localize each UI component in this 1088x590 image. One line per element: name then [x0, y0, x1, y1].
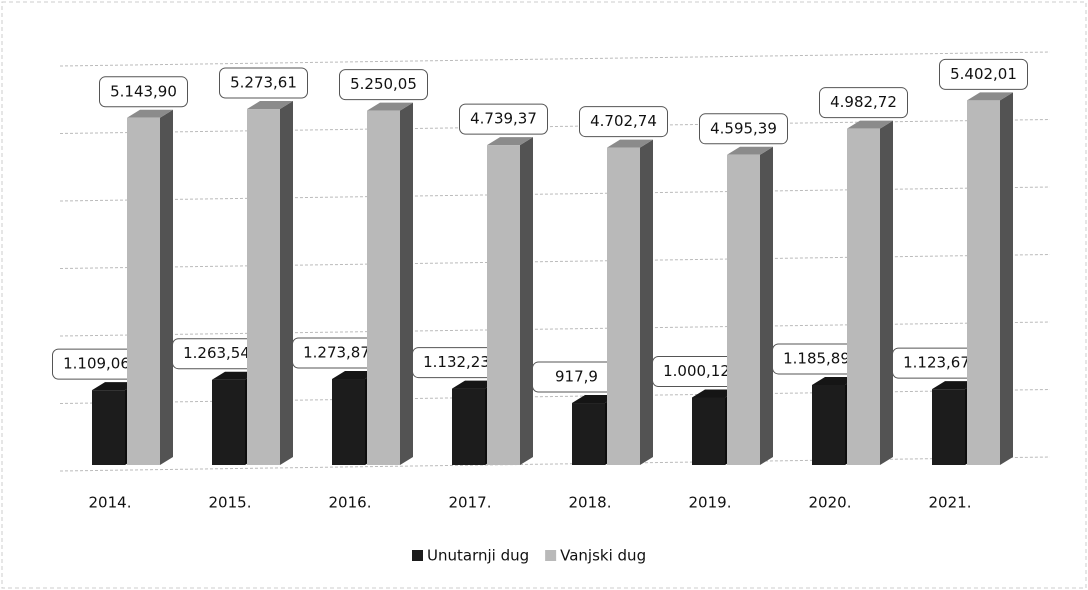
bar-top	[692, 389, 738, 398]
value-label-box	[699, 113, 788, 145]
bar-side	[400, 102, 413, 465]
value-label-box	[819, 87, 908, 119]
bar	[967, 92, 1013, 466]
bar-top	[847, 120, 893, 129]
bar-front	[127, 117, 160, 466]
bar-side	[640, 139, 653, 465]
bar-top	[812, 376, 858, 385]
x-tick-label: 2015.	[209, 494, 252, 512]
bar-front	[212, 379, 245, 465]
x-tick-label: 2017.	[449, 494, 492, 512]
bar-front	[692, 397, 725, 465]
value-label: 4.702,74	[590, 112, 657, 130]
value-label: 1.132,23	[423, 353, 490, 371]
bar-side	[280, 101, 293, 466]
legend-label: Vanjski dug	[560, 547, 646, 565]
value-label: 4.739,37	[470, 110, 537, 128]
bar-front	[812, 384, 845, 465]
bar	[367, 102, 413, 465]
bar-top	[92, 382, 138, 391]
value-label: 5.250,05	[350, 75, 417, 93]
bar	[727, 146, 773, 466]
value-label-box	[99, 76, 188, 108]
bar-front	[367, 110, 400, 465]
bar-side	[1000, 92, 1013, 466]
bar-front	[572, 403, 605, 465]
bar-top	[332, 371, 378, 380]
bar	[607, 139, 653, 465]
bar-front	[487, 145, 520, 465]
value-label-box	[939, 58, 1028, 90]
value-label-box	[459, 103, 548, 135]
value-label: 1.263,54	[183, 344, 250, 362]
legend-swatch	[412, 550, 423, 561]
bar-top	[367, 102, 413, 111]
value-label: 917,9	[555, 368, 598, 386]
x-tick-label: 2021.	[929, 494, 972, 512]
value-label-box	[579, 106, 668, 138]
value-label: 1.109,06	[63, 355, 130, 373]
bar	[487, 137, 533, 465]
value-label: 4.982,72	[830, 93, 897, 111]
bar-front	[92, 390, 125, 465]
bar-top	[727, 146, 773, 155]
grid-line	[59, 254, 1051, 269]
value-label: 1.123,67	[903, 354, 970, 372]
grid-line	[59, 119, 1051, 134]
value-label: 5.402,01	[950, 65, 1017, 83]
grid-line	[59, 321, 1051, 337]
value-label-box	[339, 69, 428, 101]
x-tick-label: 2019.	[689, 494, 732, 512]
bar-top	[247, 101, 293, 110]
value-label: 1.185,89	[783, 349, 850, 367]
legend-label: Unutarnji dug	[427, 547, 529, 565]
value-label: 5.273,61	[230, 74, 297, 92]
bar-top	[967, 92, 1013, 101]
bar-top	[487, 137, 533, 146]
bar-top	[452, 380, 498, 389]
bar-side	[160, 109, 173, 466]
bar-top	[932, 381, 978, 390]
bar-front	[847, 128, 880, 466]
bar-side	[880, 120, 893, 466]
value-label-box	[219, 67, 308, 99]
bar-front	[247, 109, 280, 466]
x-tick-label: 2016.	[329, 494, 372, 512]
x-tick-label: 2020.	[809, 494, 852, 512]
grid-line	[59, 51, 1051, 67]
grid-line	[59, 456, 1051, 472]
bar	[847, 120, 893, 466]
x-tick-label: 2018.	[569, 494, 612, 512]
value-label: 4.595,39	[710, 119, 777, 137]
legend-swatch	[545, 550, 557, 561]
bar-front	[332, 379, 365, 465]
grid-line	[59, 186, 1051, 202]
bar-front	[607, 147, 640, 465]
bar-top	[572, 395, 618, 404]
bar-front	[932, 389, 965, 465]
bar-side	[520, 137, 533, 465]
bar-front	[967, 100, 1000, 466]
x-tick-label: 2014.	[89, 494, 132, 512]
value-label: 5.143,90	[110, 82, 177, 100]
bar-top	[607, 139, 653, 148]
bar-front	[727, 154, 760, 466]
value-label: 1.000,12	[663, 362, 730, 380]
bar-top	[212, 371, 258, 380]
bar-side	[760, 146, 773, 466]
bar-top	[127, 109, 173, 118]
bar	[247, 101, 293, 466]
value-label: 1.273,87	[303, 344, 370, 362]
bar	[127, 109, 173, 466]
bar-front	[452, 388, 485, 465]
